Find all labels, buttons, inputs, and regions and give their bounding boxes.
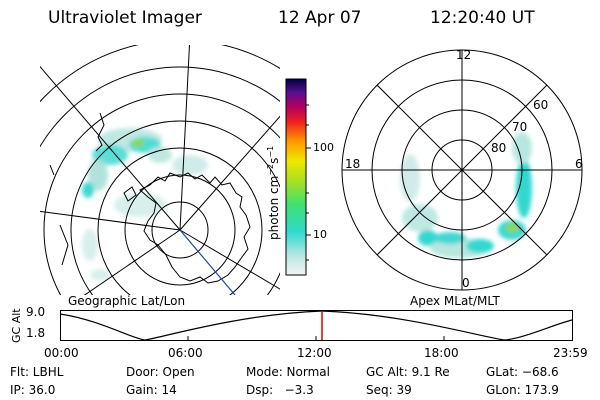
colorbar-tick-10: 10: [313, 228, 327, 241]
altitude-xtick-3: 18:00: [424, 346, 459, 360]
colorbar-unit-label: photon cm−2s−1: [266, 145, 281, 240]
mlt-label-18: 18: [345, 157, 361, 171]
polar-plot: [341, 49, 583, 291]
geographic-map: [40, 45, 280, 295]
altitude-xtick-0: 00:00: [44, 346, 79, 360]
info-gc-alt: GC Alt: 9.1 Re: [366, 365, 450, 379]
altitude-xtick-2: 12:00: [297, 346, 332, 360]
info-gain: Gain: 14: [126, 383, 177, 397]
altitude-ytick-low: 1.8: [26, 326, 46, 340]
info-seq: Seq: 39: [366, 383, 412, 397]
satellite-track: [179, 229, 236, 295]
altitude-xtick-4: 23:59: [553, 346, 588, 360]
aurora-oval-polar: [400, 132, 532, 258]
mlat-label-80: 80: [491, 141, 507, 155]
geo-map-caption: Geographic Lat/Lon: [68, 294, 186, 308]
info-mode: Mode: Normal: [246, 365, 330, 379]
mlt-label-12: 12: [456, 48, 472, 62]
date-label: 12 Apr 07: [278, 8, 362, 28]
polar-spokes: [342, 50, 582, 290]
coastline: [49, 112, 251, 284]
altitude-xtick-1: 06:00: [168, 346, 203, 360]
mlat-label-60: 60: [533, 98, 549, 112]
altitude-ytick-high: 9.0: [26, 305, 46, 319]
colorbar: [285, 78, 311, 276]
altitude-curve: [60, 310, 573, 341]
aurora-oval-geo: [82, 128, 208, 281]
time-label: 12:20:40 UT: [430, 8, 535, 28]
info-glon: GLon: 173.9: [486, 383, 559, 397]
info-dsp: Dsp: −3.3: [246, 383, 314, 397]
longitude-grid: [40, 45, 280, 295]
app-title: Ultraviolet Imager: [48, 8, 202, 28]
mlt-label-0: 0: [462, 276, 470, 290]
info-door: Door: Open: [126, 365, 195, 379]
info-filter: Flt: LBHL: [10, 365, 64, 379]
mlt-label-6: 6: [575, 157, 583, 171]
mlat-label-70: 70: [512, 120, 528, 134]
info-ip: IP: 36.0: [10, 383, 56, 397]
altitude-plot: [60, 310, 573, 341]
latitude-grid: [40, 45, 280, 295]
colorbar-tick-100: 100: [313, 141, 334, 154]
info-glat: GLat: −68.6: [486, 365, 559, 379]
polar-plot-caption: Apex MLat/MLT: [410, 294, 500, 308]
altitude-ylabel: GC Alt: [10, 308, 23, 343]
